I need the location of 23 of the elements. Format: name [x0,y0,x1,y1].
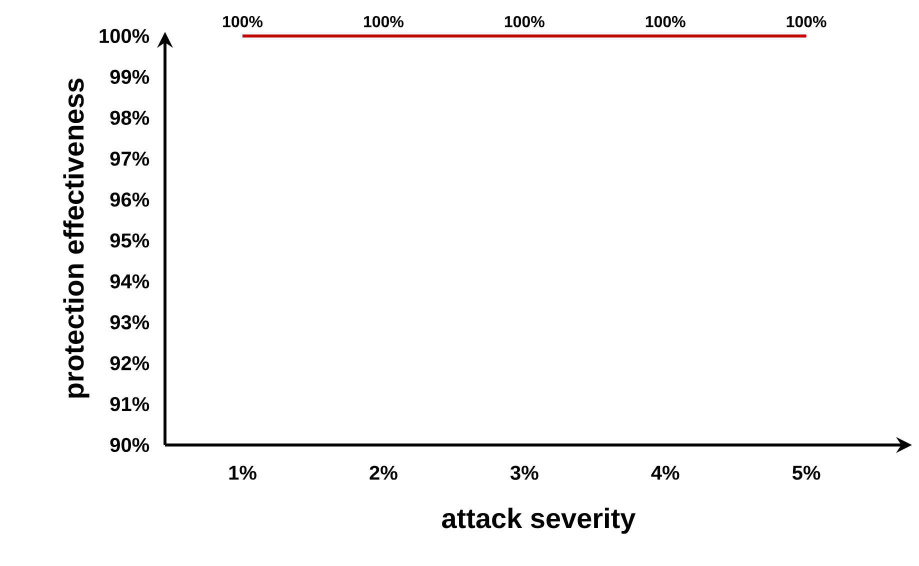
x-axis-title: attack severity [442,508,636,534]
x-tick-label: 5% [792,466,820,480]
data-label: 100% [364,16,404,28]
y-axis-title: protection effectiveness [63,78,90,398]
y-tick-label: 91% [110,397,150,412]
y-tick-label: 97% [110,152,150,166]
data-label: 100% [504,16,544,28]
x-tick-label: 4% [651,466,680,480]
y-tick-label: 96% [110,192,150,207]
y-tick-label: 93% [110,315,150,330]
x-tick-label: 2% [370,466,398,480]
y-tick-label: 95% [110,233,150,248]
data-label: 100% [786,16,826,28]
y-tick-label: 98% [110,110,150,125]
x-tick-label: 3% [510,466,538,480]
y-tick-label: 92% [110,356,150,370]
data-label: 100% [646,16,686,28]
y-tick-label: 99% [110,70,150,84]
y-tick-label: 100% [100,28,150,44]
y-tick-label: 94% [110,274,150,288]
x-tick-label: 1% [229,466,256,480]
data-label: 100% [223,16,263,28]
y-tick-label: 90% [110,438,150,452]
